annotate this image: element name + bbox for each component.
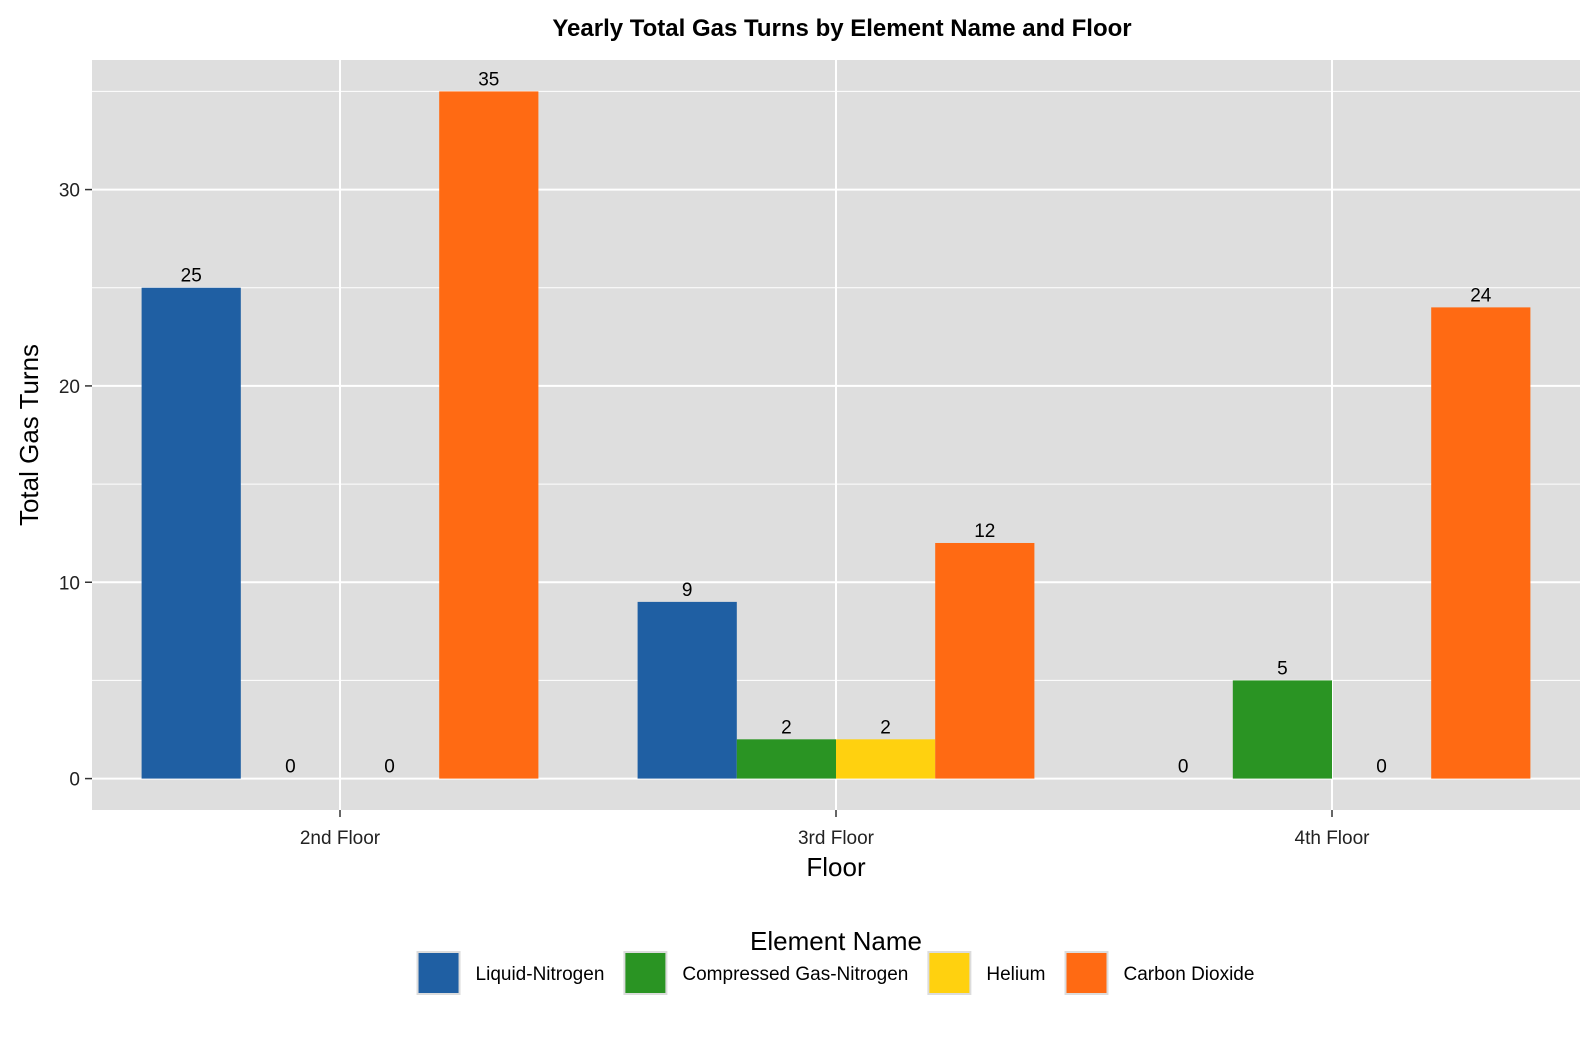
data-label: 25 — [181, 266, 202, 287]
bar — [836, 739, 936, 779]
x-tick-label: 4th Floor — [1295, 828, 1371, 849]
bar — [1232, 680, 1332, 779]
data-label: 0 — [1376, 757, 1387, 778]
legend-label: Carbon Dioxide — [1123, 964, 1254, 985]
y-axis-title: Total Gas Turns — [14, 344, 44, 526]
bars — [141, 91, 1531, 779]
legend-key — [416, 951, 461, 995]
y-tick-label: 20 — [59, 377, 80, 398]
legend-key — [927, 951, 972, 995]
y-tick-label: 30 — [59, 181, 80, 202]
legend-key — [1064, 951, 1109, 995]
data-label: 0 — [285, 757, 296, 778]
legend-key — [623, 951, 668, 995]
data-label: 0 — [384, 757, 395, 778]
legend-label: Compressed Gas-Nitrogen — [682, 964, 908, 985]
chart-title: Yearly Total Gas Turns by Element Name a… — [552, 15, 1131, 42]
bar — [935, 542, 1035, 779]
x-tick-label: 3rd Floor — [798, 828, 875, 849]
y-tick-label: 10 — [59, 573, 80, 594]
data-labels: 25 0 0 35 9 2 2 12 0 5 0 24 — [181, 69, 1492, 777]
x-axis-title: Floor — [806, 852, 866, 882]
x-tick-label: 2nd Floor — [300, 828, 381, 849]
bar — [141, 287, 241, 779]
bar — [736, 739, 836, 779]
data-label: 24 — [1470, 285, 1492, 306]
y-tick-label: 0 — [69, 770, 80, 791]
bar — [637, 601, 737, 779]
bar — [1431, 307, 1531, 779]
data-label: 0 — [1178, 757, 1189, 778]
data-label: 35 — [478, 69, 499, 90]
data-label: 12 — [974, 521, 995, 542]
data-label: 2 — [880, 717, 891, 738]
legend-label: Helium — [986, 964, 1045, 985]
data-label: 9 — [682, 580, 693, 601]
data-label: 5 — [1277, 658, 1288, 679]
legend-title: Element Name — [750, 926, 922, 956]
bar — [439, 91, 539, 779]
data-label: 2 — [781, 717, 792, 738]
legend: Liquid-Nitrogen Compressed Gas-Nitrogen He… — [416, 951, 1254, 995]
legend-label: Liquid-Nitrogen — [476, 964, 605, 985]
